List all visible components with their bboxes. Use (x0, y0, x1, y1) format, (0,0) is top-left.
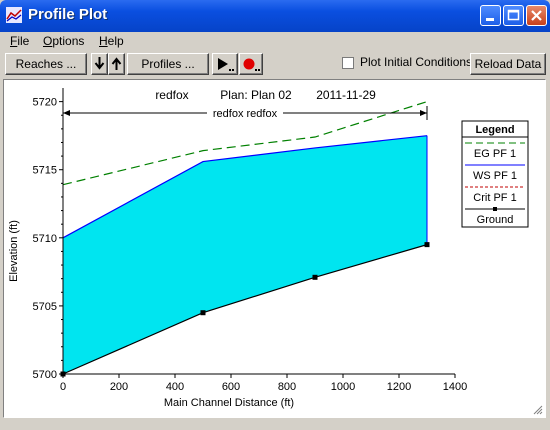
reach-arrow-left-icon (63, 110, 70, 116)
profiles-button[interactable]: Profiles ... (127, 53, 209, 75)
minimize-button[interactable] (480, 5, 501, 26)
close-icon (531, 10, 542, 21)
maximize-button[interactable] (503, 5, 524, 26)
chart-date-title: 2011-11-29 (316, 88, 376, 102)
window-title: Profile Plot (28, 6, 108, 23)
reaches-button[interactable]: Reaches ... (5, 53, 87, 75)
play-icon (218, 58, 234, 71)
resize-grip-icon[interactable] (531, 403, 543, 415)
y-tick-label: 5705 (33, 301, 57, 313)
x-tick-label: 400 (166, 381, 184, 393)
app-icon (6, 7, 22, 23)
water-surface-fill (63, 135, 427, 374)
x-axis-label: Main Channel Distance (ft) (164, 397, 294, 409)
ground-marker (312, 274, 318, 280)
menu-file-label: ile (17, 34, 30, 48)
x-tick-label: 1400 (443, 381, 467, 393)
arrow-up-icon (111, 57, 122, 70)
menu-options-mnemonic: O (43, 34, 53, 48)
x-tick-label: 1200 (387, 381, 411, 393)
y-axis-label: Elevation (ft) (8, 220, 20, 282)
y-tick-label: 5710 (33, 233, 57, 245)
maximize-icon (507, 9, 520, 21)
animate-button[interactable] (212, 53, 238, 75)
profile-chart: 0 200 400 600 800 1000 1200 1400 5700 5705 5710 571… (8, 88, 529, 409)
reach-label-bg (207, 106, 283, 119)
legend-entry: WS PF 1 (473, 170, 517, 182)
plot-area[interactable]: 0 200 400 600 800 1000 1200 1400 5700 5705 5710 571… (3, 79, 546, 418)
x-tick-label: 600 (222, 381, 240, 393)
menu-help-label: elp (107, 34, 124, 48)
y-tick-label: 5715 (33, 165, 57, 177)
ground-line (62, 244, 428, 375)
close-button[interactable] (526, 5, 547, 26)
menu-options[interactable]: Options (43, 34, 84, 48)
reach-label: redfox redfox (213, 108, 278, 120)
title-bar[interactable]: Profile Plot (0, 0, 550, 32)
record-button[interactable] (239, 53, 263, 75)
x-tick-label: 800 (278, 381, 296, 393)
x-tick-label: 200 (110, 381, 128, 393)
ground-marker (424, 242, 430, 248)
menu-options-label: ptions (52, 34, 85, 48)
legend-entry: Crit PF 1 (473, 192, 516, 204)
plot-initial-conditions-label: Plot Initial Conditions (360, 55, 473, 69)
legend-entry: Ground (477, 214, 514, 226)
eg-line (62, 101, 428, 186)
reach-arrow-right-icon (420, 110, 427, 116)
chart-plan-title: Plan: Plan 02 (220, 88, 292, 102)
arrow-down-icon (94, 57, 105, 70)
next-profile-button[interactable] (108, 53, 125, 75)
minimize-icon (486, 18, 494, 21)
chart-river-title: redfox (155, 88, 188, 102)
menu-bar: File Options Help (0, 32, 550, 50)
menu-help-mnemonic: H (99, 34, 108, 48)
x-tick-label: 0 (60, 381, 66, 393)
plot-initial-conditions-checkbox[interactable] (342, 57, 354, 69)
y-tick-label: 5700 (33, 369, 57, 381)
legend-entry: EG PF 1 (474, 148, 516, 160)
reload-data-button[interactable]: Reload Data (470, 53, 546, 75)
record-icon (243, 58, 260, 71)
prev-profile-button[interactable] (91, 53, 108, 75)
menu-file-mnemonic: F (10, 34, 18, 48)
menu-file[interactable]: File (10, 34, 29, 48)
legend-title: Legend (475, 124, 514, 136)
y-tick-label: 5720 (33, 97, 57, 109)
ground-marker (200, 310, 206, 316)
legend-marker (493, 207, 497, 211)
menu-help[interactable]: Help (99, 34, 124, 48)
x-tick-label: 1000 (331, 381, 355, 393)
ws-line (62, 135, 428, 239)
